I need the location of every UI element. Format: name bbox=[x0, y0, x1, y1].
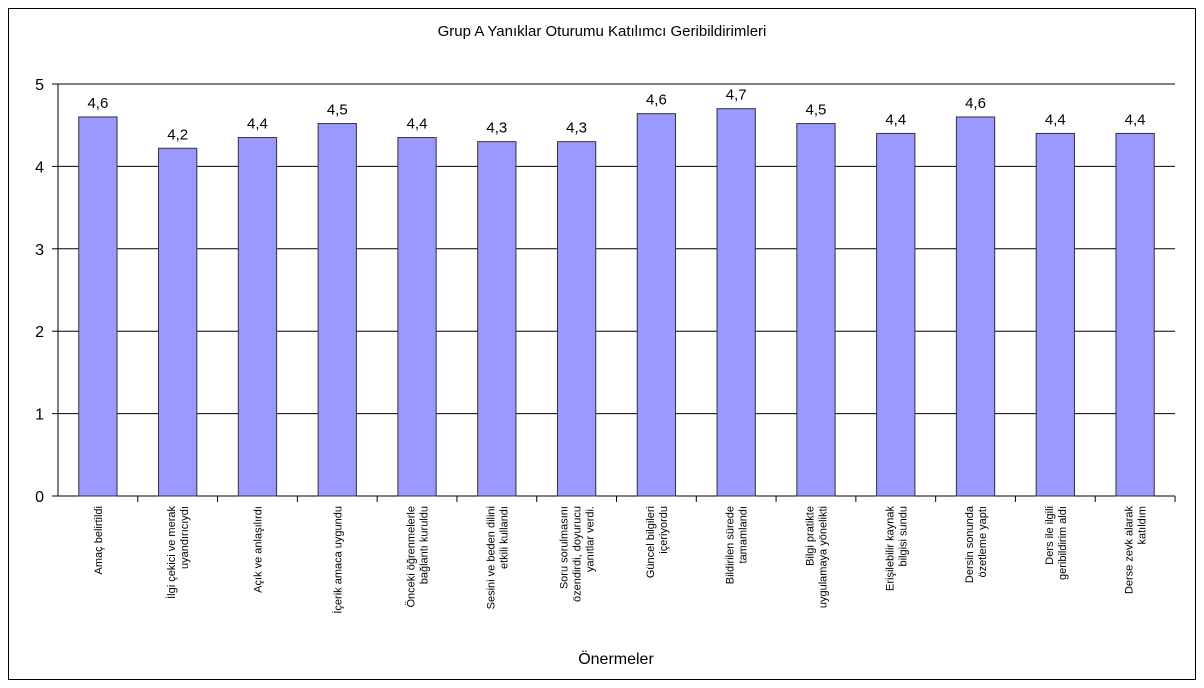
chart-title: Grup A Yanıklar Oturumu Katılımcı Geribi… bbox=[438, 23, 767, 40]
x-tick-label: Erişilebilir kaynak bbox=[884, 506, 896, 591]
x-tick-label: bilgisi sundu bbox=[897, 506, 909, 567]
value-label: 4,5 bbox=[327, 102, 348, 119]
x-tick-label: bağlantı kuruldu bbox=[419, 506, 431, 584]
value-label: 4,4 bbox=[1125, 111, 1146, 128]
bar bbox=[796, 123, 836, 497]
value-label: 4,4 bbox=[885, 111, 906, 128]
bar bbox=[78, 116, 118, 497]
x-tick-label: Sesini ve beden dilini bbox=[485, 506, 497, 609]
value-label: 4,5 bbox=[806, 102, 827, 119]
x-tick-label: uygulamaya yönelikti bbox=[817, 506, 829, 608]
x-tick-label: İlgi çekici ve merak bbox=[165, 506, 178, 599]
value-label: 4,7 bbox=[726, 87, 747, 104]
x-tick-label: katıldım bbox=[1137, 506, 1149, 545]
value-label: 4,6 bbox=[87, 95, 108, 112]
y-tick-label: 5 bbox=[35, 77, 44, 94]
x-tick-label: içeriyordu bbox=[658, 506, 670, 554]
x-tick-label: Amaç belirtildi bbox=[93, 506, 105, 574]
y-tick-label: 2 bbox=[35, 324, 44, 341]
bar bbox=[397, 137, 437, 497]
y-tick-label: 3 bbox=[35, 242, 44, 259]
x-tick-label: Önceki öğrenmelerle bbox=[406, 506, 418, 608]
y-tick-label: 4 bbox=[35, 159, 44, 176]
x-tick-label: yanıtlar verdi. bbox=[585, 506, 597, 572]
bar bbox=[158, 147, 198, 497]
x-tick-label: Bilgi pratikte bbox=[804, 506, 816, 566]
bar bbox=[1035, 132, 1075, 497]
x-tick-label: etkili kullandı bbox=[498, 506, 510, 569]
bar bbox=[716, 108, 756, 497]
bar bbox=[317, 123, 357, 497]
bar bbox=[876, 132, 916, 497]
value-label: 4,3 bbox=[566, 120, 587, 137]
chart-frame bbox=[8, 8, 1196, 680]
value-label: 4,4 bbox=[407, 116, 428, 133]
bar bbox=[636, 113, 677, 497]
value-label: 4,2 bbox=[167, 126, 188, 143]
y-tick-label: 1 bbox=[35, 407, 44, 424]
x-tick-label: Güncel bilgileri bbox=[645, 506, 657, 578]
x-tick-label: tamamlandı bbox=[738, 506, 750, 563]
y-tick-label: 0 bbox=[35, 489, 44, 506]
x-axis-title: Önermeler bbox=[578, 650, 654, 668]
bar bbox=[955, 116, 996, 497]
x-tick-label: özetleme yaptı bbox=[977, 506, 989, 578]
value-label: 4,6 bbox=[965, 95, 986, 112]
x-tick-label: Soru sorulmasını bbox=[559, 506, 571, 589]
bar bbox=[237, 137, 278, 497]
value-label: 4,6 bbox=[646, 92, 667, 109]
x-tick-label: İçerik amaca uygundu bbox=[331, 506, 344, 614]
x-tick-label: Açık ve anlaşılırdı bbox=[252, 506, 264, 593]
x-tick-label: özendirdi, doyurucu bbox=[572, 506, 584, 602]
bar bbox=[556, 141, 597, 497]
value-label: 4,4 bbox=[1045, 111, 1066, 128]
x-tick-label: Bildirilen sürede bbox=[725, 506, 737, 584]
value-label: 4,3 bbox=[486, 120, 507, 137]
bar bbox=[1115, 132, 1155, 497]
bar bbox=[477, 141, 517, 497]
x-tick-label: geribildirim aldı bbox=[1057, 506, 1069, 580]
x-tick-label: uyandırıcıydı bbox=[179, 506, 191, 569]
value-label: 4,4 bbox=[247, 116, 268, 133]
x-tick-label: Ders ile ilgili bbox=[1044, 506, 1056, 565]
x-tick-label: Derse zevk alarak bbox=[1124, 506, 1136, 595]
x-tick-label: Dersin sonunda bbox=[964, 505, 976, 583]
